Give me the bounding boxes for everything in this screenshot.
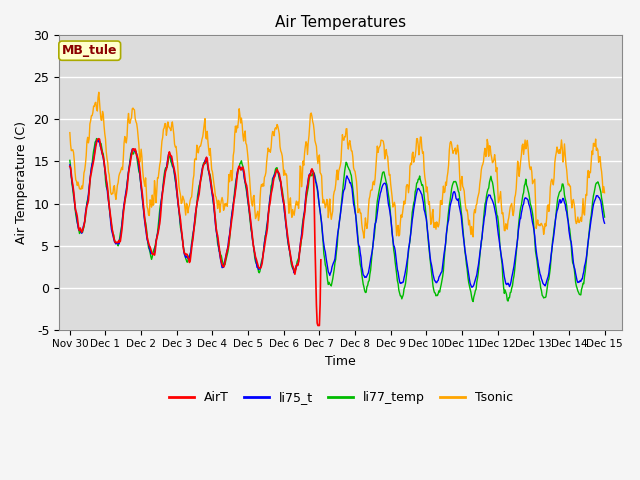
X-axis label: Time: Time	[325, 355, 356, 368]
Text: MB_tule: MB_tule	[62, 44, 118, 57]
Title: Air Temperatures: Air Temperatures	[275, 15, 406, 30]
Legend: AirT, li75_t, li77_temp, Tsonic: AirT, li75_t, li77_temp, Tsonic	[164, 386, 518, 409]
Y-axis label: Air Temperature (C): Air Temperature (C)	[15, 121, 28, 244]
